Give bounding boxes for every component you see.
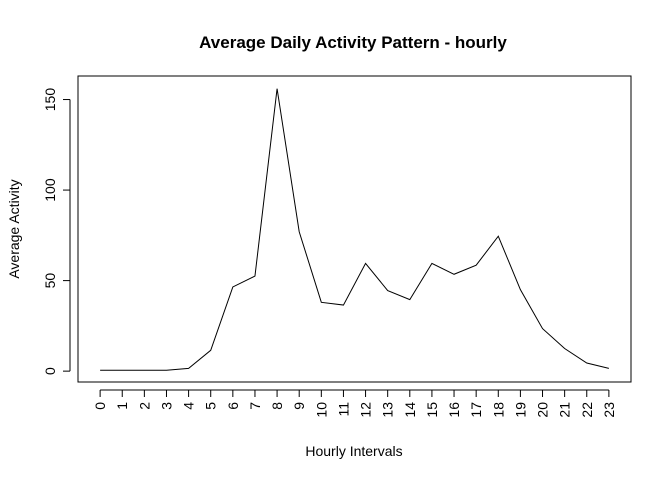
x-axis: 0 1 2 3 4 5 6 7 8 9 10 11 12 13 14 15 16 17 18 19 20 21 22 23 bbox=[92, 389, 617, 418]
x-tick-label: 9 bbox=[291, 402, 307, 410]
x-tick-label: 13 bbox=[380, 402, 396, 418]
series-layer bbox=[100, 88, 609, 371]
chart-title: Average Daily Activity Pattern - hourly bbox=[199, 33, 507, 52]
x-tick-label: 11 bbox=[335, 402, 351, 417]
x-tick-label: 19 bbox=[512, 402, 528, 418]
x-tick-label: 17 bbox=[468, 402, 484, 418]
x-tick-label: 23 bbox=[601, 402, 617, 418]
y-axis: 0 50 100 150 bbox=[42, 88, 71, 375]
y-tick-label: 0 bbox=[42, 367, 58, 375]
x-tick-label: 7 bbox=[247, 402, 263, 410]
x-tick-label: 20 bbox=[535, 402, 551, 418]
x-tick-label: 3 bbox=[158, 402, 174, 410]
x-tick-label: 15 bbox=[424, 402, 440, 418]
x-tick-label: 21 bbox=[557, 402, 573, 418]
x-tick-label: 12 bbox=[358, 402, 374, 418]
x-tick-label: 0 bbox=[92, 402, 108, 410]
x-tick-label: 16 bbox=[446, 402, 462, 418]
x-tick-label: 10 bbox=[313, 402, 329, 418]
y-tick-label: 50 bbox=[42, 273, 58, 289]
x-tick-label: 1 bbox=[114, 402, 130, 410]
x-tick-label: 5 bbox=[203, 402, 219, 410]
y-tick-label: 150 bbox=[42, 88, 58, 112]
x-tick-label: 4 bbox=[181, 402, 197, 410]
y-axis-label: Average Activity bbox=[6, 179, 22, 278]
x-axis-label: Hourly Intervals bbox=[305, 443, 402, 459]
x-tick-label: 6 bbox=[225, 402, 241, 410]
y-tick-label: 100 bbox=[42, 178, 58, 202]
x-tick-label: 22 bbox=[579, 402, 595, 418]
plot-frame bbox=[77, 75, 632, 383]
x-tick-label: 2 bbox=[136, 402, 152, 410]
x-tick-label: 18 bbox=[490, 402, 506, 418]
series-line bbox=[100, 88, 609, 371]
x-tick-label: 8 bbox=[269, 402, 285, 410]
x-tick-label: 14 bbox=[402, 402, 418, 418]
